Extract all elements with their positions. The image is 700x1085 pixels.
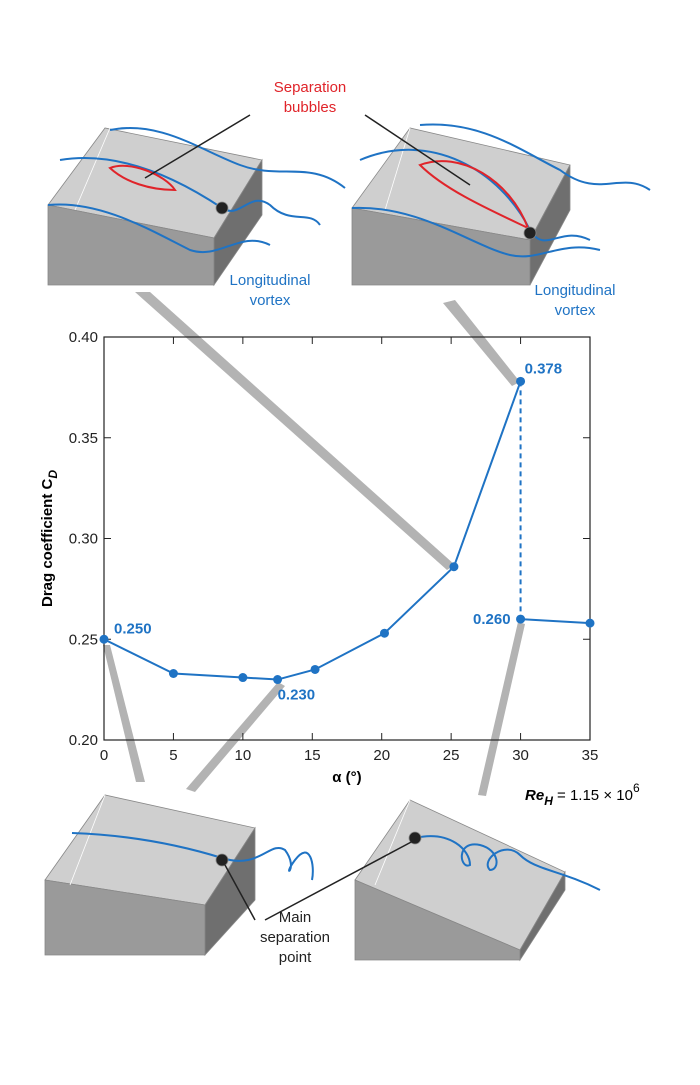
callout-text: Longitudinal [230, 272, 311, 289]
y-tick-label: 0.25 [69, 631, 98, 648]
y-tick-label: 0.20 [69, 732, 98, 749]
value-label: 0.230 [278, 687, 316, 704]
point [585, 618, 595, 628]
point [310, 664, 320, 674]
y-axis-label: Drag coefficient CD [39, 470, 60, 607]
x-tick-label: 30 [512, 747, 529, 764]
value-label: 0.378 [525, 360, 563, 377]
callout-text: Longitudinal [535, 282, 616, 299]
point [238, 673, 248, 683]
y-tick-label: 0.40 [69, 329, 98, 346]
value-label: 0.250 [114, 620, 152, 637]
y-tick-label: 0.30 [69, 531, 98, 548]
annotation-sup: 6 [633, 781, 640, 795]
pointer [135, 292, 455, 570]
plot-frame [103, 336, 591, 741]
y-axis-label-text: Drag coefficient C [39, 478, 56, 607]
callout-text: Separation [274, 79, 347, 96]
line [103, 380, 522, 681]
point [449, 562, 459, 572]
x-tick-label: 25 [443, 747, 460, 764]
value-label: 0.260 [473, 611, 511, 628]
x-tick-label: 0 [100, 747, 108, 764]
callout-text: separation [260, 929, 330, 946]
point [168, 669, 178, 679]
illustration-bottom-right [354, 799, 601, 962]
x-tick-label: 10 [235, 747, 252, 764]
point [516, 376, 526, 386]
y-tick-label: 0.35 [69, 430, 98, 447]
callout-text: Main [279, 909, 312, 926]
annotation: ReH = 1.15 × 106 [525, 781, 640, 808]
point [379, 628, 389, 638]
illustration-bottom-left [44, 794, 314, 957]
line [520, 618, 591, 625]
point [516, 614, 526, 624]
x-tick-label: 15 [304, 747, 321, 764]
pointers [103, 292, 525, 796]
x-tick-label: 35 [582, 747, 599, 764]
callout-text: point [279, 949, 312, 966]
x-tick-label: 5 [169, 747, 177, 764]
callout-text: bubbles [284, 99, 337, 116]
annotation-base: Re [525, 787, 544, 804]
plot: 0 5 10 15 20 25 30 35 0.20 0.25 0.30 0.35 0.40 α (°) D… [39, 329, 598, 786]
point [99, 634, 109, 644]
y-axis-label-sub: D [46, 470, 60, 479]
annotation-sub: H [544, 794, 553, 808]
pointer [103, 645, 145, 782]
point [273, 675, 283, 685]
pointer [186, 682, 285, 792]
x-tick-label: 20 [373, 747, 390, 764]
leaders [144, 114, 471, 921]
callout-text: vortex [250, 292, 291, 309]
x-axis-label: α (°) [332, 769, 361, 786]
pointer [478, 622, 525, 796]
illustration-top-right [351, 123, 651, 286]
annotation-text: = 1.15 × 10 [553, 787, 633, 804]
callout-text: vortex [555, 302, 596, 319]
illustration-top-left [47, 127, 346, 287]
pointer [443, 300, 520, 386]
